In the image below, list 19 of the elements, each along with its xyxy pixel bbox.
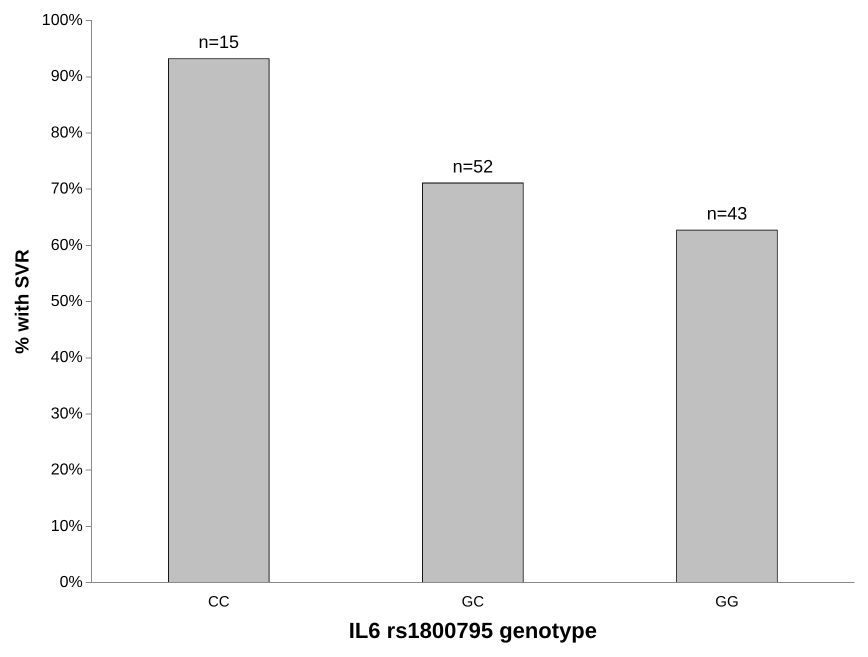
y-tick-label: 0%	[60, 574, 83, 592]
annotation: n=15	[198, 32, 240, 52]
annotation: n=52	[452, 156, 494, 176]
y-axis-title: % with SVR	[12, 249, 34, 354]
y-tick-label: 100%	[42, 12, 83, 30]
y-tick-label: 50%	[50, 293, 83, 310]
x-tick-label: GG	[715, 594, 739, 611]
x-axis-title: IL6 rs1800795 genotype	[348, 618, 597, 643]
y-tick-label: 30%	[50, 405, 83, 422]
y-tick-label: 90%	[50, 68, 83, 86]
x-tick-label: CC	[208, 594, 230, 611]
y-tick-label: 70%	[50, 180, 83, 198]
y-tick-label: 20%	[50, 462, 83, 479]
y-tick-label: 80%	[50, 124, 83, 142]
y-tick-label: 10%	[50, 518, 83, 535]
annotation: n=43	[706, 204, 748, 224]
x-tick-label: GC	[462, 594, 484, 611]
y-tick-label: 40%	[50, 349, 83, 366]
y-tick-label: 60%	[50, 236, 83, 254]
